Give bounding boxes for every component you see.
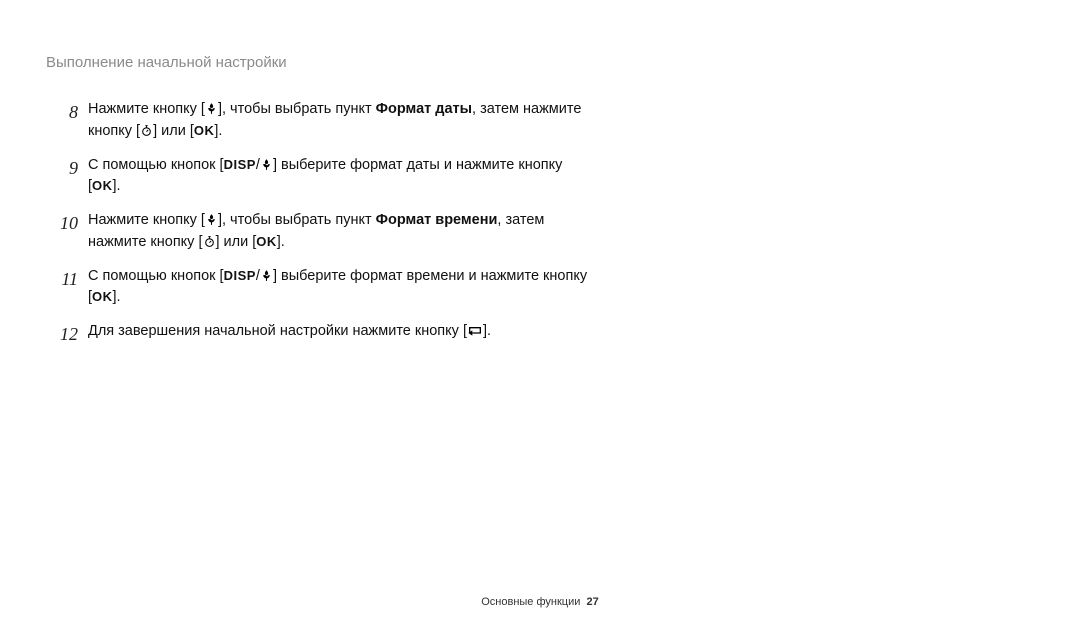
step-number: 11 <box>60 266 88 293</box>
ok-label: OK <box>256 234 277 249</box>
step-row: 11С помощью кнопок [DISP/] выберите форм… <box>60 266 590 310</box>
timer-icon <box>140 124 153 137</box>
step-number: 8 <box>60 99 88 126</box>
step-row: 10Нажмите кнопку [], чтобы выбрать пункт… <box>60 210 590 254</box>
ok-label: OK <box>92 289 113 304</box>
step-number: 10 <box>60 210 88 237</box>
step-text: С помощью кнопок [DISP/] выберите формат… <box>88 155 590 199</box>
macro-icon <box>260 269 273 282</box>
page-header: Выполнение начальной настройки <box>46 54 1020 71</box>
step-number: 12 <box>60 321 88 348</box>
disp-label: DISP <box>224 157 256 172</box>
step-number: 9 <box>60 155 88 182</box>
disp-label: DISP <box>224 268 256 283</box>
step-row: 9С помощью кнопок [DISP/] выберите форма… <box>60 155 590 199</box>
step-row: 8Нажмите кнопку [], чтобы выбрать пункт … <box>60 99 590 143</box>
step-text: С помощью кнопок [DISP/] выберите формат… <box>88 266 590 310</box>
steps-list: 8Нажмите кнопку [], чтобы выбрать пункт … <box>60 99 590 348</box>
timer-icon <box>203 235 216 248</box>
step-row: 12Для завершения начальной настройки наж… <box>60 321 590 348</box>
ok-label: OK <box>194 123 215 138</box>
macro-icon <box>205 102 218 115</box>
macro-icon <box>260 158 273 171</box>
step-text: Нажмите кнопку [], чтобы выбрать пункт Ф… <box>88 210 590 254</box>
step-text: Нажмите кнопку [], чтобы выбрать пункт Ф… <box>88 99 590 143</box>
step-text: Для завершения начальной настройки нажми… <box>88 321 590 343</box>
footer-section: Основные функции <box>481 596 580 608</box>
ok-label: OK <box>92 178 113 193</box>
footer-page-number: 27 <box>587 596 599 608</box>
macro-icon <box>205 213 218 226</box>
page-footer: Основные функции 27 <box>0 596 1080 608</box>
bold-term: Формат времени <box>376 212 498 228</box>
bold-term: Формат даты <box>376 101 472 117</box>
manual-page: Выполнение начальной настройки 8Нажмите … <box>0 0 1080 630</box>
back-icon <box>467 325 483 337</box>
